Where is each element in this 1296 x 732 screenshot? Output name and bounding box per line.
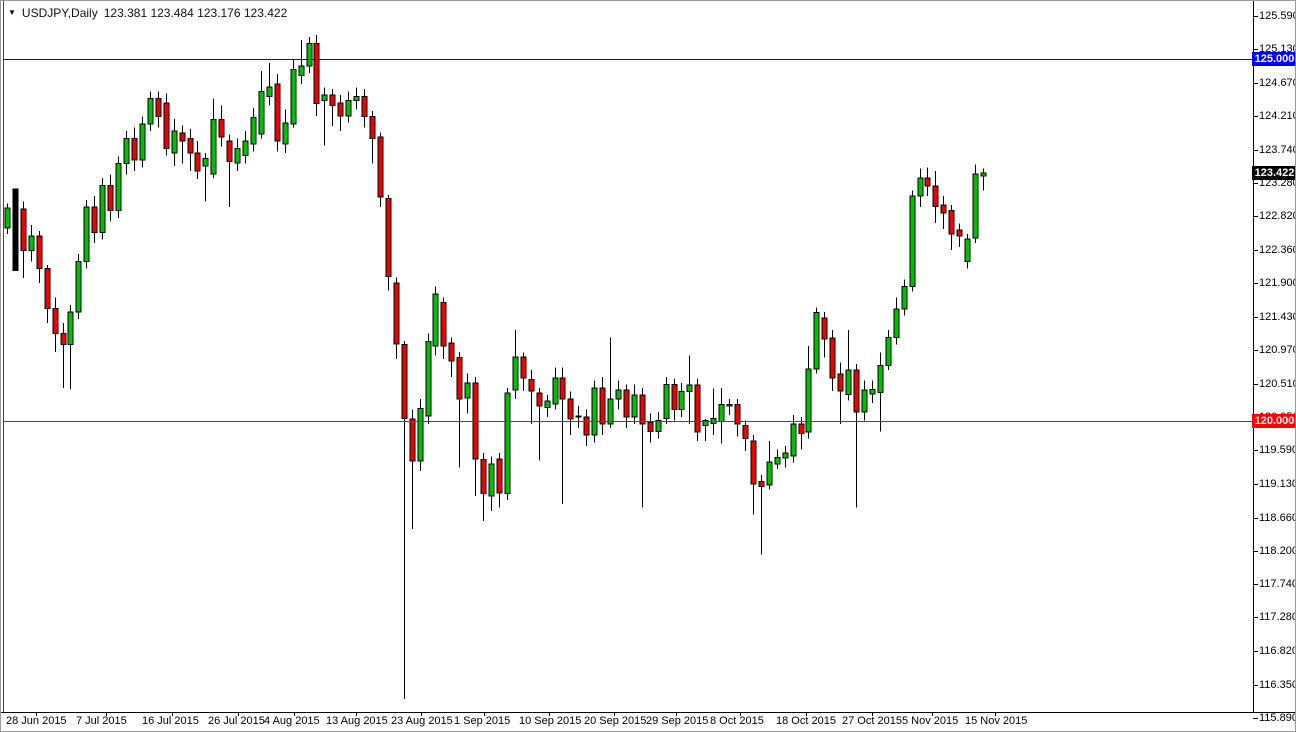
x-axis-label: 16 Jul 2015	[142, 715, 199, 727]
x-axis-label: 18 Oct 2015	[776, 715, 836, 727]
y-axis-label: 124.210	[1259, 109, 1296, 122]
y-axis-label: 121.900	[1259, 277, 1296, 290]
y-axis-label: 117.740	[1259, 578, 1296, 591]
y-axis-label: 123.740	[1259, 143, 1296, 156]
x-axis-label: 4 Aug 2015	[264, 715, 320, 727]
y-axis-label: 120.970	[1259, 344, 1296, 357]
y-axis-label: 122.360	[1259, 243, 1296, 256]
x-axis-label: 5 Nov 2015	[902, 715, 959, 727]
price-tag-red-line: 120.000	[1252, 413, 1295, 428]
x-axis-label: 8 Oct 2015	[710, 715, 764, 727]
y-axis-label: 118.660	[1259, 511, 1296, 524]
x-axis-label: 28 Jun 2015	[6, 715, 67, 727]
y-axis-label: 123.280	[1259, 177, 1296, 190]
y-axis-label: 120.510	[1259, 377, 1296, 390]
chart-title: ▼ USDJPY,Daily 123.381 123.484 123.176 123…	[8, 6, 287, 20]
y-axis-label: 118.200	[1259, 544, 1296, 557]
x-axis-label: 20 Sep 2015	[584, 715, 647, 727]
y-axis-label: 117.280	[1259, 611, 1296, 624]
x-axis-label: 26 Jul 2015	[208, 715, 265, 727]
y-axis-label: 121.430	[1259, 311, 1296, 324]
x-axis-label: 27 Oct 2015	[842, 715, 902, 727]
x-axis-label: 29 Sep 2015	[646, 715, 709, 727]
y-axis-label: 124.670	[1259, 76, 1296, 89]
y-axis-label: 116.820	[1259, 644, 1296, 657]
y-axis-label: 122.820	[1259, 210, 1296, 223]
y-axis-label: 116.350	[1259, 678, 1296, 691]
symbol-period-label: USDJPY,Daily	[21, 6, 98, 20]
x-axis-label: 15 Nov 2015	[965, 715, 1028, 727]
x-axis-label: 7 Jul 2015	[76, 715, 127, 727]
x-axis-label: 13 Aug 2015	[326, 715, 388, 727]
ohlc-quote-label: 123.381 123.484 123.176 123.422	[103, 6, 288, 20]
y-axis-label: 119.590	[1259, 444, 1296, 457]
x-axis-label: 1 Sep 2015	[454, 715, 511, 727]
y-axis-label: 115.890	[1259, 711, 1296, 724]
dropdown-caret-icon[interactable]: ▼	[8, 8, 16, 17]
x-axis-label: 10 Sep 2015	[519, 715, 582, 727]
y-axis-label: 119.130	[1259, 477, 1296, 490]
price-tag-current: 123.422	[1252, 165, 1295, 180]
price-tag-blue-line: 125.000	[1252, 51, 1295, 66]
y-axis-label: 125.590	[1259, 10, 1296, 22]
x-axis-label: 23 Aug 2015	[391, 715, 453, 727]
